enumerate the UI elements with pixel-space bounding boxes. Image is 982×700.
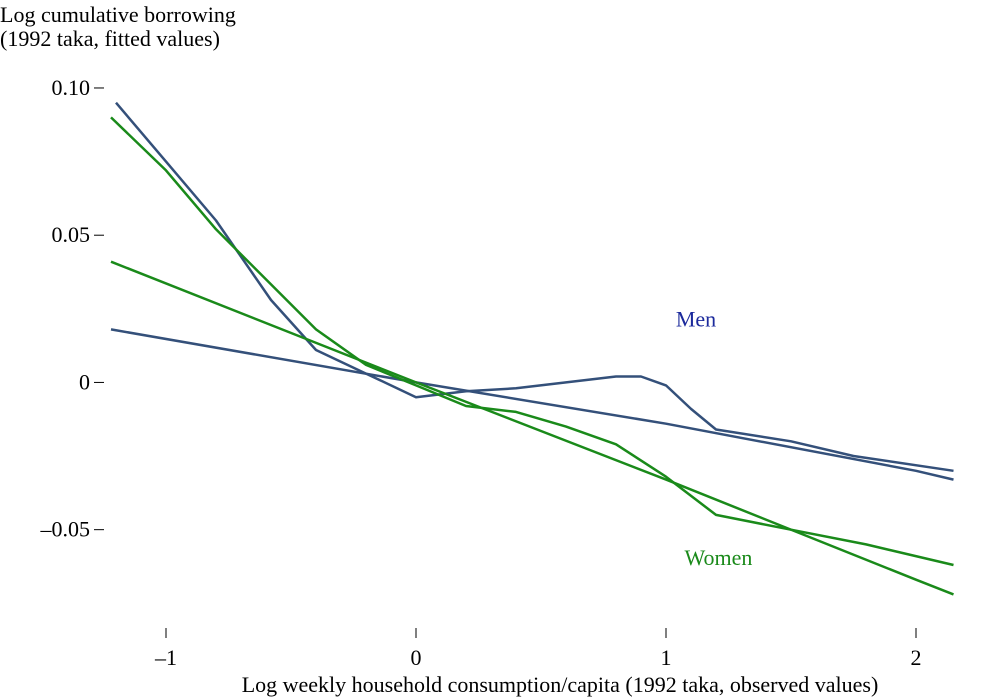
x-tick-label: 2 [911, 645, 922, 670]
series-line [115, 101, 954, 473]
x-axis-title: Log weekly household consumption/capita … [242, 672, 879, 697]
y-axis-title: Log cumulative borrowing [0, 2, 236, 27]
y-tick-label: –0.05 [40, 517, 91, 542]
x-tick-label: –1 [154, 645, 177, 670]
series-line [110, 260, 954, 596]
annotation: Men [676, 306, 716, 331]
x-tick-label: 1 [661, 645, 672, 670]
series-line [110, 328, 954, 481]
series-line [110, 116, 954, 567]
y-tick-label: 0.05 [52, 222, 91, 247]
y-axis-title: (1992 taka, fitted values) [0, 26, 220, 51]
y-tick-label: 0 [79, 369, 90, 394]
y-tick-label: 0.10 [52, 75, 91, 100]
x-tick-label: 0 [411, 645, 422, 670]
annotation: Women [685, 545, 753, 570]
